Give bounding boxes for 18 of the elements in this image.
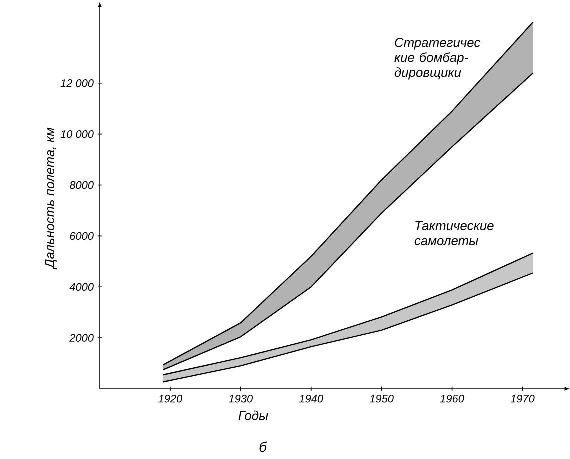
series-label: Стратегичес кие бомбар- дировщики bbox=[394, 38, 481, 80]
y-axis-title: Дальность полета, км bbox=[46, 128, 57, 270]
text: б bbox=[260, 442, 268, 452]
y-tick-label: 8000 bbox=[70, 181, 94, 190]
y-tick-label: 10 000 bbox=[60, 130, 94, 138]
line-series bbox=[162, 272, 534, 383]
x-tick-label: 1950 bbox=[370, 394, 394, 403]
x-tick-label: 1970 bbox=[510, 394, 535, 403]
x-tick-label: 1930 bbox=[229, 394, 253, 403]
series-label: Тактические самолеты bbox=[414, 221, 494, 246]
x-axis-title: Годы bbox=[238, 410, 268, 420]
y-tick-label: 6000 bbox=[70, 232, 94, 240]
x-tick-label: 1960 bbox=[440, 394, 464, 403]
y-tick-label: 12 000 bbox=[60, 80, 94, 88]
y-tick-label: 4000 bbox=[70, 283, 94, 292]
x-tick-label: 1920 bbox=[158, 394, 183, 403]
x-tick-label: 1940 bbox=[299, 394, 324, 403]
y-tick-label: 2000 bbox=[70, 334, 94, 342]
